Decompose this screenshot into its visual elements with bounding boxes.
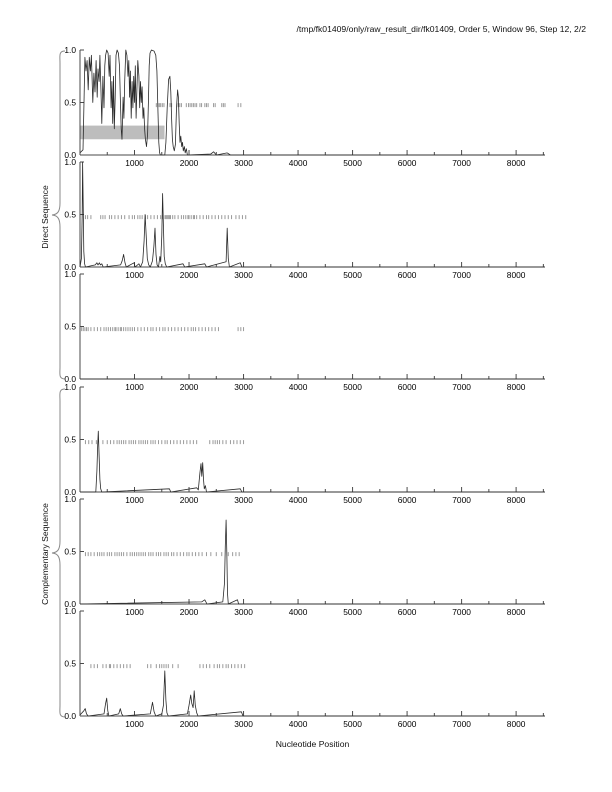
x-tick-label: 4000 — [289, 607, 308, 617]
y-tick-label: 0.0 — [64, 374, 76, 384]
y-tick-label: 1.0 — [64, 382, 76, 392]
x-tick-label: 6000 — [398, 158, 417, 168]
x-tick-label: 4000 — [289, 270, 308, 280]
x-tick-label: 5000 — [343, 158, 362, 168]
x-tick-label: 4000 — [289, 495, 308, 505]
complementary-group-brace — [51, 388, 66, 718]
x-tick-label: 8000 — [507, 270, 526, 280]
panel-complementary-frame-2: 0.0 0.5 1.0 1000 2000 3000 4000 5000 6000 7000 800… — [64, 494, 545, 617]
x-tick-label: 1000 — [125, 270, 144, 280]
x-tick-label: 3000 — [234, 382, 253, 392]
x-tick-label: 1000 — [125, 495, 144, 505]
x-tick-label: 6000 — [398, 607, 417, 617]
probability-curve — [79, 161, 545, 268]
x-tick-label: 6000 — [398, 382, 417, 392]
x-tick-label: 3000 — [234, 270, 253, 280]
x-tick-label: 2000 — [180, 382, 199, 392]
x-tick-label: 6000 — [398, 719, 417, 729]
panel-direct-frame-2: 0.0 0.5 1.0 1000 2000 3000 4000 5000 6000 7000 800… — [64, 157, 545, 280]
x-tick-label: 4000 — [289, 158, 308, 168]
x-tick-label: 7000 — [452, 158, 471, 168]
x-tick-label: 7000 — [452, 270, 471, 280]
x-tick-label: 5000 — [343, 270, 362, 280]
x-tick-label: 8000 — [507, 158, 526, 168]
plot-title: /tmp/fk01409/only/raw_result_dir/fk01409… — [296, 24, 586, 34]
x-tick-label: 7000 — [452, 382, 471, 392]
x-axis-title: Nucleotide Position — [275, 739, 350, 749]
y-tick-label: 1.0 — [64, 157, 76, 167]
x-tick-label: 7000 — [452, 607, 471, 617]
y-tick-label: 1.0 — [64, 45, 76, 55]
x-tick-label: 8000 — [507, 719, 526, 729]
x-tick-label: 1000 — [125, 607, 144, 617]
y-tick-label: 0.5 — [64, 210, 76, 220]
x-tick-label: 1000 — [125, 719, 144, 729]
x-tick-label: 5000 — [343, 719, 362, 729]
x-tick-label: 6000 — [398, 495, 417, 505]
x-tick-label: 8000 — [507, 607, 526, 617]
x-tick-label: 7000 — [452, 495, 471, 505]
x-tick-label: 4000 — [289, 719, 308, 729]
y-tick-label: 0.0 — [64, 487, 76, 497]
x-tick-label: 5000 — [343, 382, 362, 392]
y-tick-label: 0.5 — [64, 547, 76, 557]
x-tick-label: 7000 — [452, 719, 471, 729]
y-tick-label: 0.5 — [64, 98, 76, 108]
x-tick-label: 2000 — [180, 158, 199, 168]
probability-curve — [79, 519, 545, 605]
y-tick-label: 0.5 — [64, 322, 76, 332]
y-tick-label: 0.0 — [64, 262, 76, 272]
panel-complementary-frame-1: 0.0 0.5 1.0 1000 2000 3000 4000 5000 6000 7000 800… — [64, 382, 545, 505]
x-tick-label: 3000 — [234, 607, 253, 617]
x-tick-label: 2000 — [180, 270, 199, 280]
direct-group-brace — [51, 50, 66, 380]
x-tick-label: 8000 — [507, 382, 526, 392]
y-tick-label: 0.0 — [64, 150, 76, 160]
x-tick-label: 8000 — [507, 495, 526, 505]
direct-sequence-label: Direct Sequence — [40, 185, 50, 249]
probability-curve — [79, 670, 545, 717]
x-tick-label: 2000 — [180, 719, 199, 729]
y-tick-label: 0.0 — [64, 711, 76, 721]
x-tick-label: 3000 — [234, 719, 253, 729]
x-tick-label: 1000 — [125, 158, 144, 168]
x-tick-label: 2000 — [180, 495, 199, 505]
y-tick-label: 1.0 — [64, 494, 76, 504]
x-tick-label: 1000 — [125, 382, 144, 392]
y-tick-label: 1.0 — [64, 606, 76, 616]
y-tick-label: 0.5 — [64, 435, 76, 445]
probability-curve — [80, 430, 545, 493]
probability-curve — [79, 49, 545, 156]
x-tick-label: 3000 — [234, 495, 253, 505]
panel-direct-frame-3: 0.0 0.5 1.0 1000 2000 3000 4000 5000 6000 7000 800… — [64, 269, 545, 392]
panel-direct-frame-1: 0.0 0.5 1.0 1000 2000 3000 4000 5000 6000 7000 800… — [64, 45, 545, 168]
complementary-sequence-label: Complementary Sequence — [40, 503, 50, 605]
x-tick-label: 3000 — [234, 158, 253, 168]
y-tick-label: 1.0 — [64, 269, 76, 279]
y-tick-label: 0.5 — [64, 659, 76, 669]
x-tick-label: 4000 — [289, 382, 308, 392]
x-tick-label: 5000 — [343, 607, 362, 617]
x-tick-label: 5000 — [343, 495, 362, 505]
y-tick-label: 0.0 — [64, 599, 76, 609]
panel-complementary-frame-3: 0.0 0.5 1.0 1000 2000 3000 4000 5000 6000 7000 800… — [64, 606, 545, 729]
x-tick-label: 6000 — [398, 270, 417, 280]
x-tick-label: 2000 — [180, 607, 199, 617]
